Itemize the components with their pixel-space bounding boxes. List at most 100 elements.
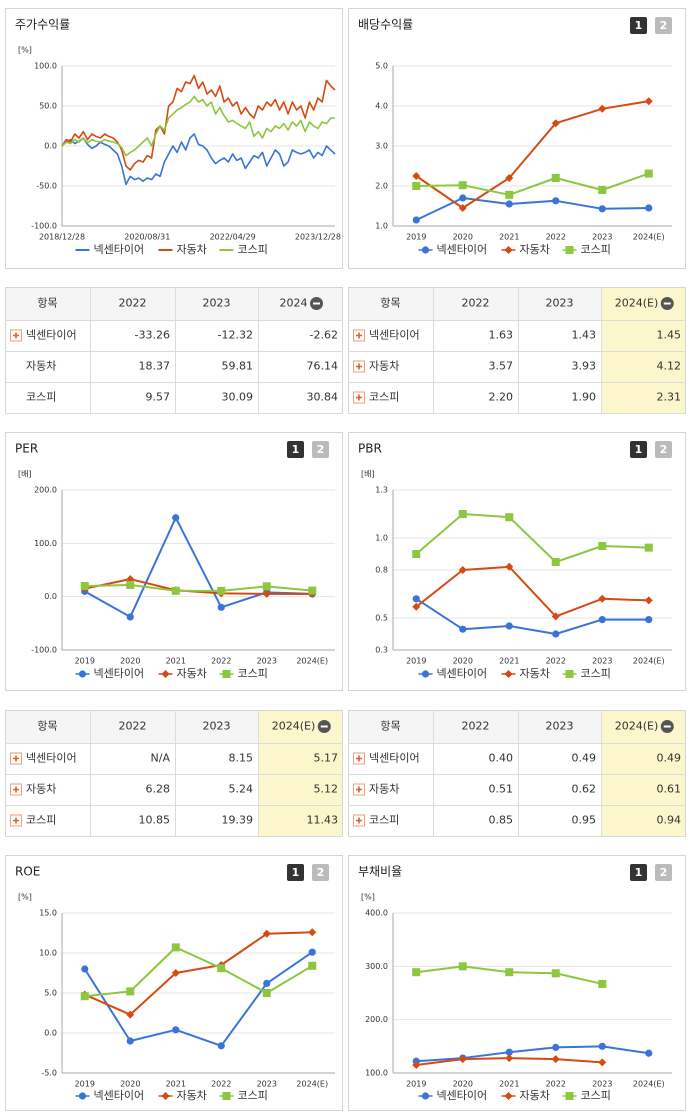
value-cell: 1.90	[572, 391, 597, 404]
marker	[412, 602, 421, 611]
marker	[262, 929, 271, 938]
header-cell: 2022	[119, 297, 147, 310]
table-header	[6, 288, 342, 320]
marker	[78, 1092, 87, 1100]
y-axis-unit: [배]	[361, 470, 375, 479]
y-tick-label: 3.0	[375, 142, 388, 151]
page-button[interactable]	[630, 441, 647, 458]
page-button[interactable]	[312, 864, 329, 881]
y-tick-label: 400.0	[365, 909, 388, 918]
x-tick-label: 2022	[546, 657, 566, 666]
x-tick-label: 2020	[120, 1080, 140, 1089]
marker	[262, 989, 271, 997]
value-cell: 0.40	[489, 752, 514, 765]
value-cell: 10.85	[139, 814, 171, 827]
panel	[348, 8, 686, 269]
y-tick-label: -100.0	[31, 222, 57, 231]
marker	[645, 204, 653, 212]
value-cell: 9.57	[146, 391, 171, 404]
y-tick-label: 15.0	[39, 909, 57, 918]
value-cell: 3.57	[489, 360, 514, 373]
page-button-label[interactable]: 1	[292, 443, 300, 456]
page-button-label[interactable]: 2	[317, 443, 325, 456]
y-tick-label: 10.0	[39, 949, 57, 958]
marker	[421, 246, 430, 254]
x-tick-label: 2020	[453, 1080, 473, 1089]
y-tick-label: 5.0	[44, 989, 57, 998]
page-button[interactable]	[312, 441, 329, 458]
page-button[interactable]	[630, 17, 647, 34]
value-cell: 0.51	[489, 783, 514, 796]
value-cell: 0.94	[657, 814, 682, 827]
legend-label: 자동차	[520, 1089, 550, 1102]
page-button-label[interactable]: 1	[635, 866, 643, 879]
value-cell: 0.49	[572, 752, 597, 765]
y-tick-label: 0.5	[375, 614, 388, 623]
marker	[505, 1048, 513, 1056]
page-button-label[interactable]: 2	[317, 866, 325, 879]
value-cell: 0.95	[572, 814, 597, 827]
marker	[505, 174, 514, 182]
expand-icon	[356, 817, 362, 824]
page-button[interactable]	[655, 441, 672, 458]
legend-label: 넥센타이어	[437, 667, 488, 680]
y-tick-label: 1.0	[375, 222, 388, 231]
y-tick-label: -5.0	[41, 1069, 57, 1078]
x-tick-label: 2022	[211, 1080, 231, 1089]
marker	[565, 1092, 574, 1100]
page-button-label[interactable]: 2	[660, 443, 668, 456]
page-button[interactable]	[287, 864, 304, 881]
x-tick-label: 2020	[453, 233, 473, 242]
marker	[172, 1026, 180, 1034]
value-cell: 3.93	[572, 360, 597, 373]
page-button[interactable]	[630, 864, 647, 881]
marker	[505, 190, 514, 199]
y-tick-label: 200.0	[34, 486, 57, 495]
marker	[161, 1092, 170, 1100]
marker	[161, 670, 170, 678]
y-tick-label: 100.0	[365, 1069, 388, 1078]
marker	[171, 943, 180, 952]
y-axis-unit: [%]	[18, 46, 32, 55]
header-cell: 항목	[380, 720, 400, 733]
legend-label: 넥센타이어	[437, 243, 488, 256]
page-button[interactable]	[287, 441, 304, 458]
page-button-label[interactable]: 2	[660, 866, 668, 879]
x-tick-label: 2019	[406, 1080, 426, 1089]
marker	[458, 566, 467, 574]
legend-label: 자동차	[177, 667, 207, 680]
row-label: 코스피	[26, 814, 56, 827]
series-line	[61, 133, 336, 186]
marker	[551, 119, 560, 128]
page-button-label[interactable]: 2	[660, 19, 668, 32]
marker	[598, 979, 607, 988]
legend-label: 코스피	[238, 243, 268, 256]
y-tick-label: 300.0	[365, 962, 388, 971]
page-button-label[interactable]: 1	[292, 866, 300, 879]
marker	[598, 542, 607, 550]
page-button-label[interactable]: 1	[635, 443, 643, 456]
x-tick-label: 2023	[257, 1080, 277, 1089]
x-tick-label: 2020	[120, 657, 140, 666]
expand-icon	[13, 332, 19, 339]
marker	[458, 204, 467, 212]
expand-icon	[356, 786, 362, 793]
x-tick-label: 2021	[499, 233, 519, 242]
highlight-column	[258, 711, 342, 836]
page-button[interactable]	[655, 864, 672, 881]
marker	[217, 603, 225, 611]
marker	[126, 580, 135, 589]
marker	[645, 1049, 653, 1057]
page-button[interactable]	[655, 17, 672, 34]
y-tick-label: 0.0	[44, 1029, 57, 1038]
chart-title: 부채비율	[358, 865, 402, 879]
marker	[551, 558, 560, 566]
page-button-label[interactable]: 1	[635, 19, 643, 32]
y-tick-label: -100.0	[31, 646, 57, 655]
marker	[459, 625, 467, 633]
y-tick-label: 1.0	[375, 534, 388, 543]
value-cell: 0.61	[657, 783, 682, 796]
y-tick-label: 0.3	[375, 646, 388, 655]
y-tick-label: 50.0	[39, 102, 57, 111]
marker	[505, 622, 513, 630]
